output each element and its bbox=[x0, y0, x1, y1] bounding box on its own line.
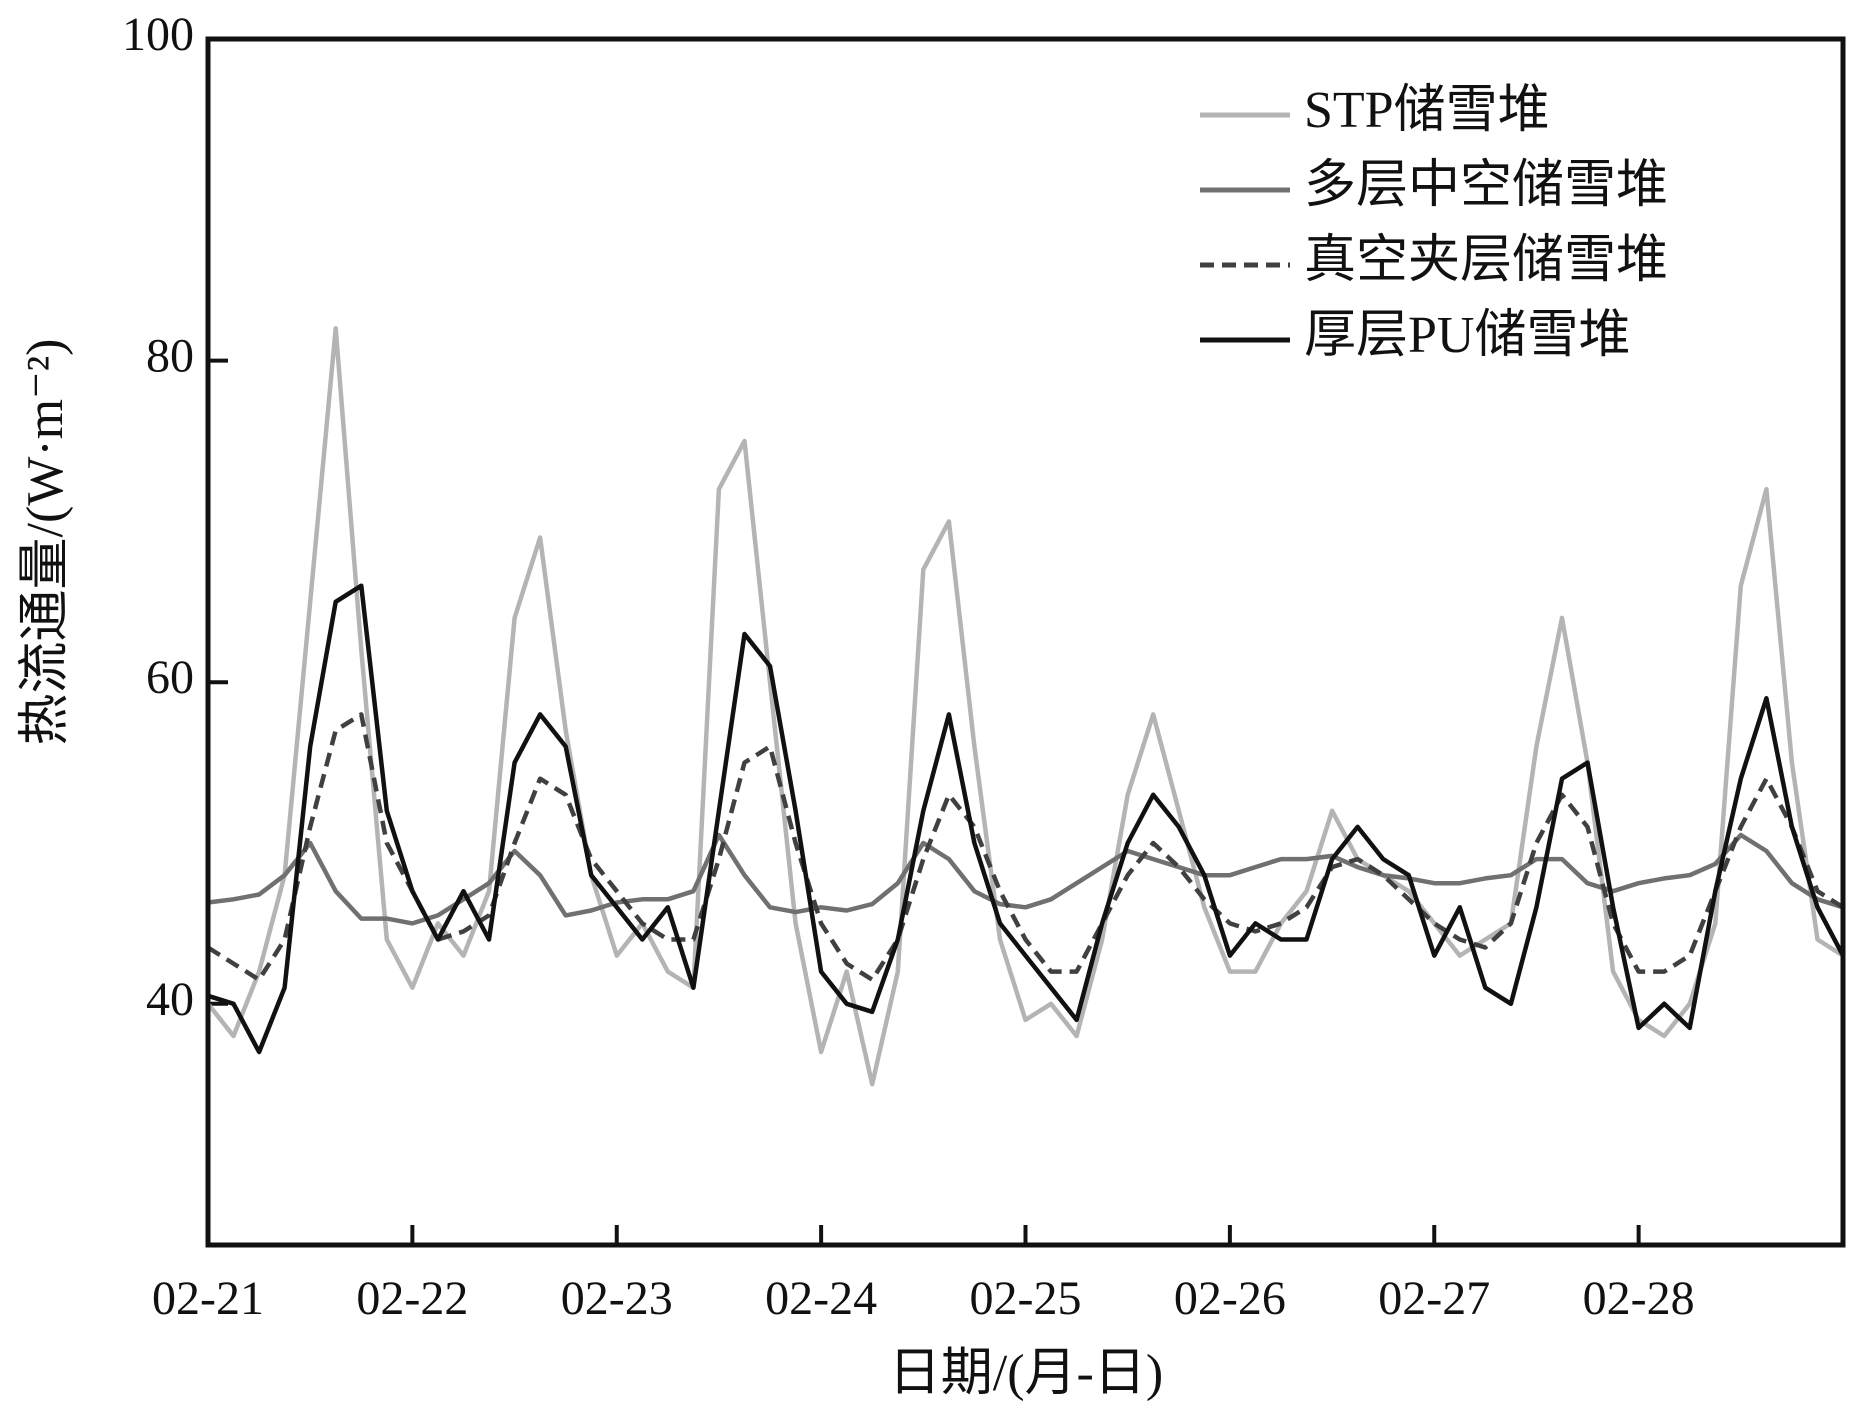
x-tick-label: 02-23 bbox=[561, 1272, 673, 1325]
x-tick-label: 02-25 bbox=[970, 1272, 1082, 1325]
x-tick-label: 02-26 bbox=[1174, 1272, 1286, 1325]
y-tick-label: 60 bbox=[146, 651, 194, 704]
legend-label: 真空夹层储雪堆 bbox=[1304, 232, 1668, 289]
y-tick-label: 100 bbox=[122, 8, 194, 61]
legend-label: 多层中空储雪堆 bbox=[1304, 157, 1668, 214]
plot-frame bbox=[205, 36, 1846, 1248]
y-tick-label: 80 bbox=[146, 330, 194, 383]
series-line bbox=[206, 326, 1845, 1087]
x-tick-label: 02-21 bbox=[152, 1272, 264, 1325]
x-tick-label: 02-28 bbox=[1583, 1272, 1695, 1325]
x-tick-label: 02-22 bbox=[356, 1272, 468, 1325]
series-line bbox=[207, 583, 1845, 1055]
y-axis-label: 热流通量/(W·m⁻²) bbox=[17, 339, 74, 746]
series-line bbox=[207, 832, 1844, 926]
x-tick-label: 02-27 bbox=[1378, 1272, 1490, 1325]
legend-label: 厚层PU储雪堆 bbox=[1304, 307, 1630, 364]
legend-label: STP储雪堆 bbox=[1304, 82, 1550, 139]
x-axis-label: 日期/(月-日) bbox=[889, 1345, 1163, 1402]
y-tick-label: 40 bbox=[146, 973, 194, 1026]
x-tick-label: 02-24 bbox=[765, 1272, 877, 1325]
